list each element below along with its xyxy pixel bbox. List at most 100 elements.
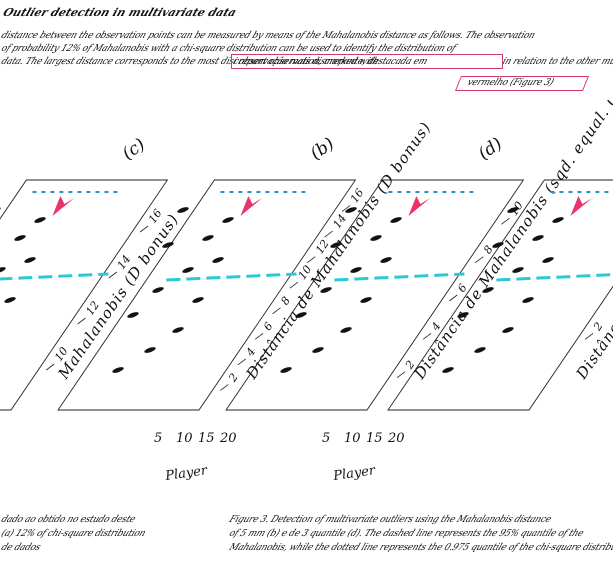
panel-frame: [225, 179, 525, 411]
y-tick: [396, 371, 406, 378]
x-tick-label: 15: [366, 431, 383, 446]
data-point: [482, 287, 494, 293]
panel-label: (c): [119, 135, 149, 164]
x-tick-label: 20: [219, 431, 237, 446]
data-point: [14, 235, 26, 241]
panel-3: (d)Distância de Mahalanobis (sqd. equal.…: [225, 100, 613, 484]
y-tick-label: 2: [226, 371, 241, 385]
data-point: [502, 327, 514, 333]
panel-label: (d): [475, 134, 506, 164]
data-point: [112, 367, 124, 373]
caption-line-5: de dados: [0, 542, 43, 553]
panel-label: (b): [307, 134, 338, 164]
data-point: [457, 312, 469, 318]
highlight-box: [231, 54, 503, 69]
panel-frame: [57, 179, 357, 411]
x-tick-label: 10: [176, 431, 193, 446]
data-point: [182, 267, 194, 273]
highlight-text-2: vermelho (Figure 3): [465, 77, 556, 88]
caption-line-4: of 5 mm (b) e de 3 quantile (d). The das…: [227, 528, 586, 539]
data-point: [0, 207, 1, 213]
threshold-line: [166, 272, 297, 282]
highlight-text: i observação mais discrepante, destacada…: [231, 56, 430, 67]
threshold-line: [334, 272, 465, 282]
y-axis-title: Distância de Mahalanobis (sqd. equal. 0.…: [410, 100, 613, 383]
x-tick-label: 10: [344, 431, 361, 446]
y-tick: [220, 384, 229, 391]
data-point: [177, 207, 189, 213]
data-point: [340, 327, 352, 333]
y-tick: [108, 271, 118, 279]
panel-frame: [0, 179, 169, 411]
data-point: [532, 235, 544, 241]
x-axis-title: Player: [163, 463, 208, 484]
outlier-point: [240, 196, 263, 216]
caption-line-1: dado ao obtido no estudo deste: [0, 514, 138, 525]
y-tick: [475, 256, 484, 263]
data-point: [280, 367, 292, 373]
y-tick: [341, 205, 351, 212]
paragraph-line-1: distance between the observation points …: [0, 30, 537, 41]
data-point: [202, 235, 214, 241]
caption-line-3: (a) 12% of chi-square distribution: [0, 528, 148, 539]
paragraph-line-3b: in relation to the other multivariate: [500, 56, 613, 67]
y-tick: [448, 294, 458, 302]
y-tick: [254, 333, 264, 340]
data-point: [360, 297, 372, 303]
data-point: [370, 235, 382, 241]
data-point: [0, 267, 6, 273]
threshold-line: [496, 273, 613, 282]
data-point: [552, 217, 564, 223]
panel-frame: [387, 179, 613, 411]
data-point: [522, 297, 534, 303]
data-point: [144, 347, 156, 353]
outlier-point: [52, 196, 75, 216]
data-point: [24, 257, 36, 263]
y-tick: [307, 256, 316, 263]
data-point: [212, 257, 224, 263]
data-point: [162, 242, 174, 248]
y-tick: [139, 225, 149, 233]
threshold-line: [0, 272, 109, 281]
data-point: [474, 347, 486, 353]
outlier-point: [570, 196, 593, 216]
y-tick: [584, 333, 594, 340]
data-point: [542, 257, 554, 263]
paragraph-line-2: of probability 12% of Mahalanobis with a…: [0, 43, 458, 54]
data-point: [320, 287, 332, 293]
y-tick: [77, 317, 86, 325]
data-point: [507, 207, 519, 213]
y-tick: [324, 230, 333, 238]
x-tick-label: 5: [322, 431, 330, 446]
data-point: [512, 267, 524, 273]
y-tick: [46, 363, 55, 371]
data-point: [34, 217, 46, 223]
data-point: [492, 242, 504, 248]
data-point: [222, 217, 234, 223]
y-tick: [237, 358, 246, 366]
outlier-point: [408, 196, 431, 216]
data-point: [350, 267, 362, 273]
y-axis-title: Mahalanobis (D bonus): [54, 210, 183, 383]
data-point: [4, 297, 16, 303]
mahalanobis-figure: (c)Mahalanobis (D bonus)10121416(b)Distâ…: [0, 100, 613, 484]
y-tick: [501, 218, 510, 225]
y-tick: [272, 307, 281, 315]
data-point: [295, 312, 307, 318]
x-tick-label: 20: [387, 431, 405, 446]
data-point: [312, 347, 324, 353]
y-tick: [289, 281, 299, 289]
data-point: [127, 312, 139, 318]
caption-line-6: Mahalanobis, while the dotted line repre…: [227, 542, 613, 553]
data-point: [330, 242, 342, 248]
data-point: [390, 217, 402, 223]
y-tick: [422, 333, 432, 340]
data-point: [192, 297, 204, 303]
data-point: [172, 327, 184, 333]
data-point: [152, 287, 164, 293]
data-point: [442, 367, 454, 373]
data-point: [380, 257, 392, 263]
section-heading: Outlier detection in multivariate data: [1, 6, 239, 19]
x-axis-title: Player: [331, 463, 376, 484]
